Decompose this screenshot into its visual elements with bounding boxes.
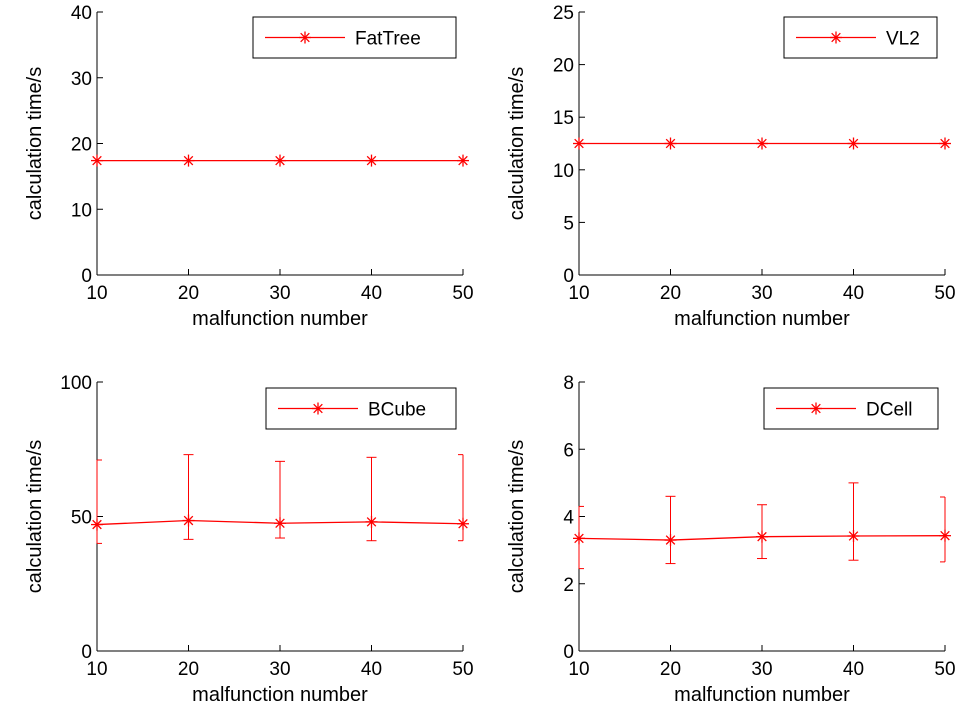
chart-1-x-axis-label: malfunction number [192, 308, 368, 330]
chart-2-y-tick-label: 25 [553, 3, 574, 24]
chart-2-y-tick-label: 5 [563, 213, 574, 234]
chart-1-y-axis-label: calculation time/s [24, 67, 46, 220]
chart-1-x-tick-label: 40 [361, 283, 382, 304]
chart-4-y-axis-label: calculation time/s [506, 440, 528, 593]
chart-4-error-bar [940, 496, 946, 563]
chart-4-x-tick-label: 50 [934, 659, 955, 680]
chart-4-y-tick-label: 0 [563, 642, 574, 663]
chart-1-x-tick-label: 20 [178, 283, 199, 304]
chart-4-data-point [756, 530, 768, 543]
chart-4-x-tick-label: 30 [751, 659, 772, 680]
chart-2-data-point [939, 137, 951, 150]
chart-4-data-point [664, 534, 677, 547]
chart-2-data-point [756, 137, 768, 150]
chart-4-y-tick-label: 4 [563, 508, 574, 529]
chart-2-x-tick-label: 50 [934, 283, 955, 304]
chart-2-x-axis-label: malfunction number [674, 308, 850, 330]
chart-3-data-point [457, 517, 469, 530]
chart-4: 0 2 4 6 8 10 20 30 40 50 malfunction number calcula… [506, 373, 956, 706]
chart-1-y-tick-label: 40 [71, 3, 92, 24]
chart-3-error-bar [96, 459, 102, 544]
chart-4-error-bar [848, 482, 859, 561]
chart-3-data-point [365, 515, 378, 528]
chart-3-y-tick-label: 0 [81, 642, 92, 663]
chart-4-data-point [939, 529, 951, 542]
chart-2: 0 5 10 15 20 25 10 20 30 40 50 malfunction number ca… [506, 3, 956, 330]
chart-4-x-tick-label: 10 [568, 659, 589, 680]
chart-1-legend-label: FatTree [355, 29, 421, 50]
chart-4-legend: DCell [763, 387, 939, 430]
chart-3-y-tick-label: 50 [71, 508, 92, 529]
chart-4-x-tick-label: 20 [660, 659, 681, 680]
chart-1-x-tick-label: 30 [269, 283, 290, 304]
chart-3-x-tick-label: 30 [269, 659, 290, 680]
chart-1-data-point [365, 154, 378, 167]
chart-2-y-tick-label: 20 [553, 56, 574, 77]
chart-3-data-point [274, 517, 286, 530]
chart-1-y-tick-label: 10 [71, 200, 92, 221]
chart-2-data-point [664, 137, 677, 150]
chart-1-data-point [91, 154, 103, 167]
chart-4-y-tick-label: 8 [563, 373, 574, 394]
chart-1-y-tick-label: 0 [81, 266, 92, 287]
chart-2-y-tick-label: 10 [553, 161, 574, 182]
chart-3: 0 50 100 10 20 30 40 50 malfunction number calcul… [24, 373, 474, 706]
chart-1-x-tick-label: 10 [86, 283, 107, 304]
chart-3-x-axis-label: malfunction number [192, 684, 368, 706]
chart-1-data-point [182, 154, 195, 167]
chart-3-error-bar [366, 456, 377, 542]
chart-3-legend: BCube [265, 387, 457, 430]
chart-2-y-tick-label: 0 [563, 266, 574, 287]
chart-2-x-tick-label: 30 [751, 283, 772, 304]
chart-4-legend-label: DCell [866, 400, 912, 421]
chart-3-error-bar [183, 454, 194, 540]
chart-2-x-tick-label: 40 [843, 283, 864, 304]
chart-4-x-tick-label: 40 [843, 659, 864, 680]
chart-2-x-tick-label: 10 [568, 283, 589, 304]
chart-2-legend-marker [830, 31, 842, 44]
chart-4-legend-marker [810, 402, 822, 415]
chart-4-y-tick-label: 6 [563, 440, 574, 461]
chart-3-y-axis-label: calculation time/s [24, 440, 46, 593]
chart-2-x-tick-label: 20 [660, 283, 681, 304]
chart-3-x-tick-label: 10 [86, 659, 107, 680]
chart-3-x-tick-label: 20 [178, 659, 199, 680]
chart-1-legend-marker [299, 31, 311, 44]
chart-1-x-tick-label: 50 [452, 283, 473, 304]
chart-4-data-point [573, 532, 585, 545]
chart-1-legend: FatTree [252, 16, 457, 59]
chart-3-legend-label: BCube [368, 400, 426, 421]
chart-1-data-point [274, 154, 286, 167]
chart-3-data-point [182, 514, 195, 527]
chart-2-y-axis-label: calculation time/s [506, 67, 528, 220]
chart-3-data-point [91, 518, 103, 531]
chart-3-legend-marker [312, 402, 324, 415]
chart-1-y-tick-label: 30 [71, 69, 92, 90]
chart-2-data-point [847, 137, 860, 150]
chart-3-y-tick-label: 100 [60, 373, 92, 394]
chart-3-x-tick-label: 40 [361, 659, 382, 680]
chart-2-legend: VL2 [783, 16, 938, 59]
chart-2-data-point [573, 137, 585, 150]
chart-2-legend-label: VL2 [886, 29, 920, 50]
chart-1-data-point [457, 154, 469, 167]
chart-3-x-tick-label: 50 [452, 659, 473, 680]
chart-4-error-bar [665, 495, 676, 565]
chart-4-y-tick-label: 2 [563, 575, 574, 596]
chart-1-y-tick-label: 20 [71, 135, 92, 156]
chart-4-x-axis-label: malfunction number [674, 684, 850, 706]
chart-4-data-point [847, 530, 860, 543]
chart-2-y-tick-label: 15 [553, 108, 574, 129]
